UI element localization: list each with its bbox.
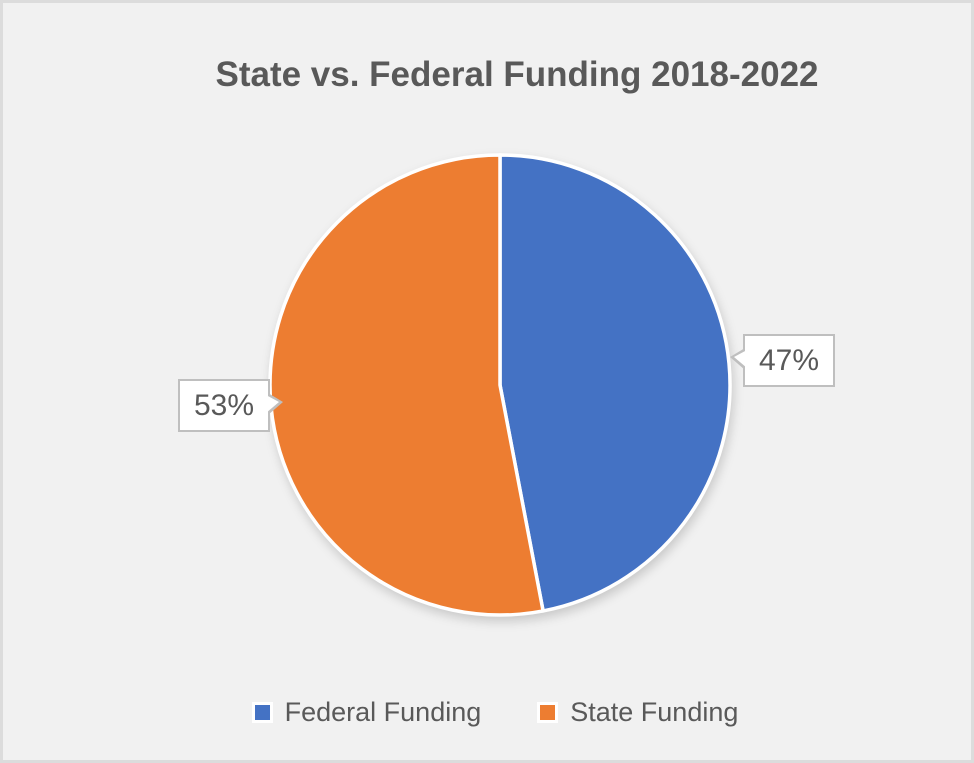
legend-item-state-funding[interactable]: State Funding: [537, 697, 738, 728]
legend-item-federal-funding[interactable]: Federal Funding: [251, 697, 482, 728]
state-funding-swatch-icon: [537, 702, 559, 723]
chart-title[interactable]: State vs. Federal Funding 2018-2022: [215, 55, 819, 94]
federal-funding-swatch-icon: [251, 702, 273, 723]
data-label-federal-funding[interactable]: 47%: [729, 334, 836, 387]
legend-label-federal-funding: Federal Funding: [284, 697, 482, 727]
pie-chart: [268, 153, 732, 617]
pie-slice-federal-funding[interactable]: [498, 153, 732, 613]
legend-label-state-funding: State Funding: [570, 697, 739, 727]
legend: Federal Funding State Funding: [11, 697, 971, 728]
data-label-state-funding[interactable]: 53%: [178, 379, 284, 432]
